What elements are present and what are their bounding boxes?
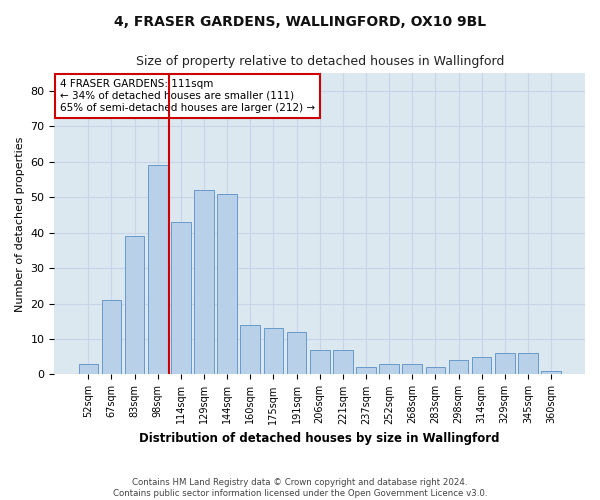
Bar: [263, 328, 283, 374]
Y-axis label: Number of detached properties: Number of detached properties: [15, 136, 25, 312]
Bar: [472, 356, 491, 374]
Bar: [333, 350, 353, 374]
Bar: [379, 364, 399, 374]
Bar: [495, 353, 515, 374]
Bar: [518, 353, 538, 374]
Bar: [101, 300, 121, 374]
Bar: [148, 166, 167, 374]
Title: Size of property relative to detached houses in Wallingford: Size of property relative to detached ho…: [136, 55, 504, 68]
Bar: [125, 236, 145, 374]
Bar: [310, 350, 329, 374]
Bar: [194, 190, 214, 374]
Bar: [356, 368, 376, 374]
X-axis label: Distribution of detached houses by size in Wallingford: Distribution of detached houses by size …: [139, 432, 500, 445]
Text: Contains HM Land Registry data © Crown copyright and database right 2024.
Contai: Contains HM Land Registry data © Crown c…: [113, 478, 487, 498]
Text: 4, FRASER GARDENS, WALLINGFORD, OX10 9BL: 4, FRASER GARDENS, WALLINGFORD, OX10 9BL: [114, 15, 486, 29]
Bar: [171, 222, 191, 374]
Text: 4 FRASER GARDENS: 111sqm
← 34% of detached houses are smaller (111)
65% of semi-: 4 FRASER GARDENS: 111sqm ← 34% of detach…: [60, 80, 315, 112]
Bar: [403, 364, 422, 374]
Bar: [287, 332, 307, 374]
Bar: [541, 371, 561, 374]
Bar: [449, 360, 469, 374]
Bar: [425, 368, 445, 374]
Bar: [217, 194, 237, 374]
Bar: [241, 325, 260, 374]
Bar: [79, 364, 98, 374]
